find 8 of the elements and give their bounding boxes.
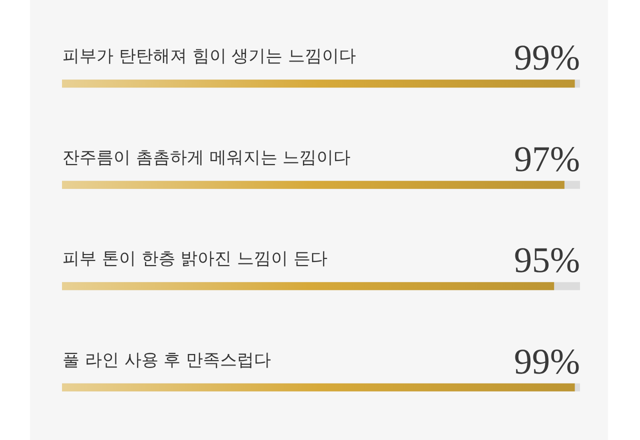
data-label: 99% <box>514 341 580 382</box>
data-label: 99% <box>514 38 580 78</box>
data-label: 97% <box>514 138 580 179</box>
data-label: 95% <box>514 240 580 280</box>
y-tick-label: 피부가 탄탄해져 힘이 생기는 느낌이다 <box>62 46 356 67</box>
y-tick-label: 잔주름이 촘촘하게 메워지는 느낌이다 <box>62 148 351 168</box>
y-tick-label: 피부 톤이 한층 밝아진 느낌이 든다 <box>62 249 328 270</box>
y-tick-label: 풀 라인 사용 후 만족스럽다 <box>62 350 272 370</box>
